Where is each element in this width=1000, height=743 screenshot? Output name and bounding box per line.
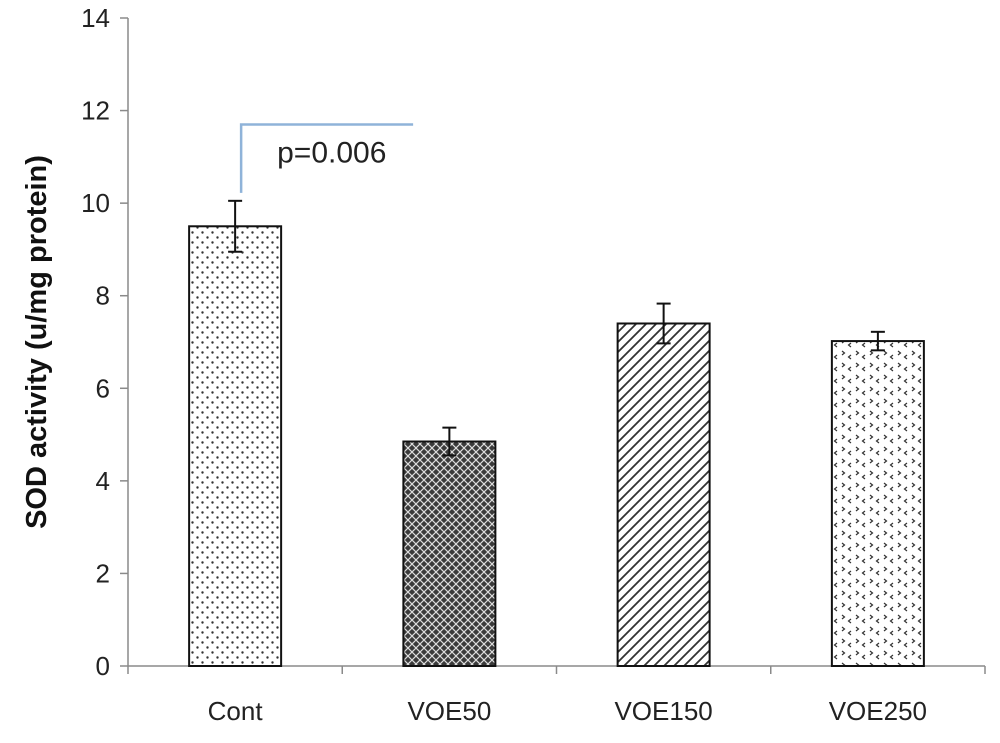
p-value-label: p=0.006 xyxy=(277,136,386,169)
y-tick-label: 2 xyxy=(96,558,110,588)
y-tick-label: 8 xyxy=(96,281,110,311)
annotations: p=0.006 xyxy=(239,123,414,193)
bar-voe50 xyxy=(402,440,497,667)
x-tick-label: VOE250 xyxy=(829,696,927,726)
bar-cont xyxy=(188,225,283,668)
y-tick-label: 0 xyxy=(96,651,110,681)
y-axis-title: SOD activity (u/mg protein) xyxy=(21,155,53,529)
x-tick-label: VOE50 xyxy=(407,696,491,726)
bars xyxy=(188,225,925,668)
y-tick-label: 10 xyxy=(81,188,110,218)
significance-bracket xyxy=(239,123,414,193)
x-tick-label: VOE150 xyxy=(614,696,712,726)
bar-voe150 xyxy=(616,322,711,667)
y-tick-label: 14 xyxy=(81,3,110,33)
x-tick-label: Cont xyxy=(208,696,264,726)
y-tick-label: 6 xyxy=(96,373,110,403)
axis-labels: 0 2 4 6 8 10 12 14 Cont VOE50 VOE150 VOE250 SOD acti… xyxy=(21,3,927,726)
y-tick-label: 4 xyxy=(96,466,110,496)
y-tick-label: 12 xyxy=(81,96,110,126)
error-bars xyxy=(228,199,885,457)
bar-voe250 xyxy=(830,340,925,667)
